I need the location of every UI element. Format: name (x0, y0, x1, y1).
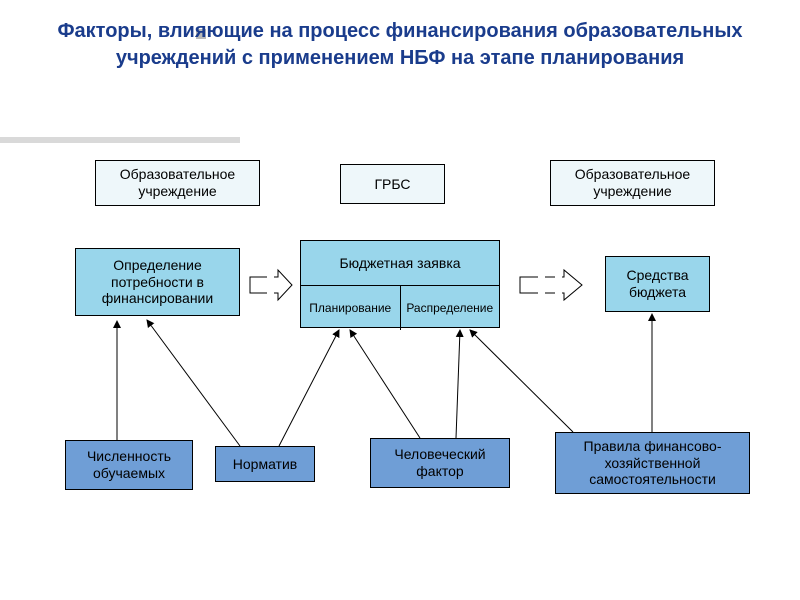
edge-rules-to-distribution (470, 330, 573, 432)
node-label: Образовательное учреждение (557, 166, 708, 200)
title-divider (0, 137, 240, 143)
node-funds: Средства бюджета (605, 256, 710, 312)
node-count: Численность обучаемых (65, 440, 193, 490)
diagram-canvas: Факторы, влияющие на процесс финансирова… (0, 0, 800, 600)
node-label: Средства бюджета (612, 267, 703, 301)
node-budget-sub-planning: Планирование (301, 286, 401, 330)
node-label: Человеческий фактор (377, 446, 503, 480)
node-human: Человеческий фактор (370, 438, 510, 488)
diagram-title: Факторы, влияющие на процесс финансирова… (0, 18, 800, 72)
block-arrow-2 (520, 268, 582, 302)
edge-norm-to-planning (279, 330, 339, 446)
node-label: ГРБС (374, 176, 410, 193)
node-label: Бюджетная заявка (339, 255, 460, 272)
node-edu-left: Образовательное учреждение (95, 160, 260, 206)
node-budget-title: Бюджетная заявка (301, 241, 499, 286)
node-norm: Норматив (215, 446, 315, 482)
edge-human-to-planning (350, 330, 420, 438)
node-grbs: ГРБС (340, 164, 445, 204)
edge-norm-to-need (147, 320, 240, 446)
edge-human-to-distribution (456, 330, 460, 438)
node-label: Численность обучаемых (72, 448, 186, 482)
node-label: Норматив (233, 456, 297, 473)
node-label: Распределение (406, 301, 493, 315)
node-need: Определение потребности в финансировании (75, 248, 240, 316)
node-label: Определение потребности в финансировании (82, 257, 233, 307)
block-arrow-1 (250, 268, 292, 302)
node-budget-application: Бюджетная заявка Планирование Распределе… (300, 240, 500, 328)
node-label: Планирование (309, 301, 391, 315)
node-rules: Правила финансово-хозяйственной самостоя… (555, 432, 750, 494)
node-budget-sub-distribution: Распределение (401, 286, 500, 330)
node-edu-right: Образовательное учреждение (550, 160, 715, 206)
node-label: Образовательное учреждение (102, 166, 253, 200)
node-label: Правила финансово-хозяйственной самостоя… (562, 438, 743, 488)
